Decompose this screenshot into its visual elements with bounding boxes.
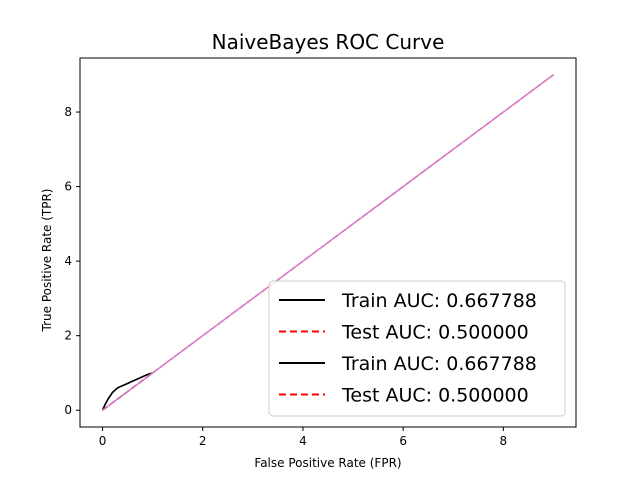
plot-frame [79, 57, 577, 428]
legend-label-1: Test AUC: 0.500000 [341, 322, 529, 344]
x-axis-label: False Positive Rate (FPR) [254, 456, 401, 470]
y-axis-label: True Positive Rate (TPR) [40, 189, 54, 333]
legend-label-3: Test AUC: 0.500000 [341, 385, 529, 407]
x-tick-label-1: 2 [199, 434, 207, 448]
chart-title: NaiveBayes ROC Curve [212, 30, 445, 54]
legend: Train AUC: 0.667788 Test AUC: 0.500000 Tra… [268, 280, 566, 417]
legend-label-2: Train AUC: 0.667788 [341, 353, 537, 375]
x-tick-label-2: 4 [299, 434, 307, 448]
y-tick-label-0: 0 [64, 403, 72, 417]
y-tick-label-4: 8 [64, 105, 72, 119]
x-tick-label-3: 6 [399, 434, 407, 448]
y-ticks: 0 2 4 6 8 [64, 105, 80, 417]
x-tick-label-0: 0 [99, 434, 107, 448]
series-line-5 [102, 74, 554, 411]
legend-label-0: Train AUC: 0.667788 [341, 290, 537, 312]
x-ticks: 0 2 4 6 8 [99, 427, 507, 448]
y-tick-label-2: 4 [64, 254, 72, 268]
y-tick-label-1: 2 [64, 329, 72, 343]
x-tick-label-4: 8 [500, 434, 508, 448]
legend-box [268, 280, 566, 417]
plot-lines [101, 74, 554, 411]
y-tick-label-3: 6 [64, 180, 72, 194]
series-line-2 [101, 372, 153, 411]
